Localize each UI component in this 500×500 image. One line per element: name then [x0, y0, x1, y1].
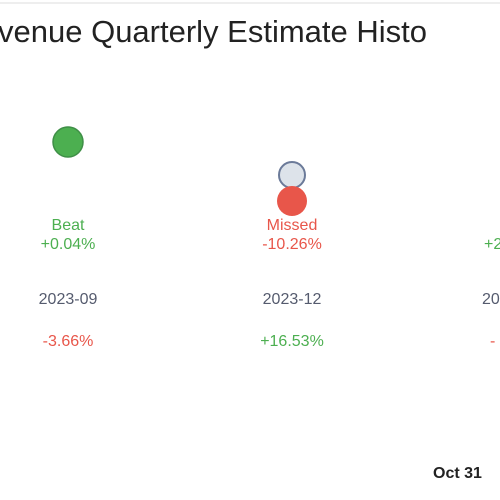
actual-marker [277, 186, 307, 216]
footer-date: Oct 31 [433, 465, 482, 482]
result: Missed [267, 217, 318, 234]
period: 2023-09 [39, 291, 98, 308]
surprise: +0.04% [41, 236, 96, 253]
change: - [490, 333, 495, 350]
period: 20 [482, 291, 500, 308]
estimate-marker [278, 161, 306, 189]
surprise: -10.26% [262, 236, 322, 253]
change: -3.66% [43, 333, 94, 350]
period: 2023-12 [263, 291, 322, 308]
actual-marker [52, 126, 84, 158]
change: +16.53% [260, 333, 324, 350]
surprise: +2 [484, 236, 500, 253]
result: Beat [52, 217, 85, 234]
title: venue Quarterly Estimate Histo [0, 14, 427, 49]
